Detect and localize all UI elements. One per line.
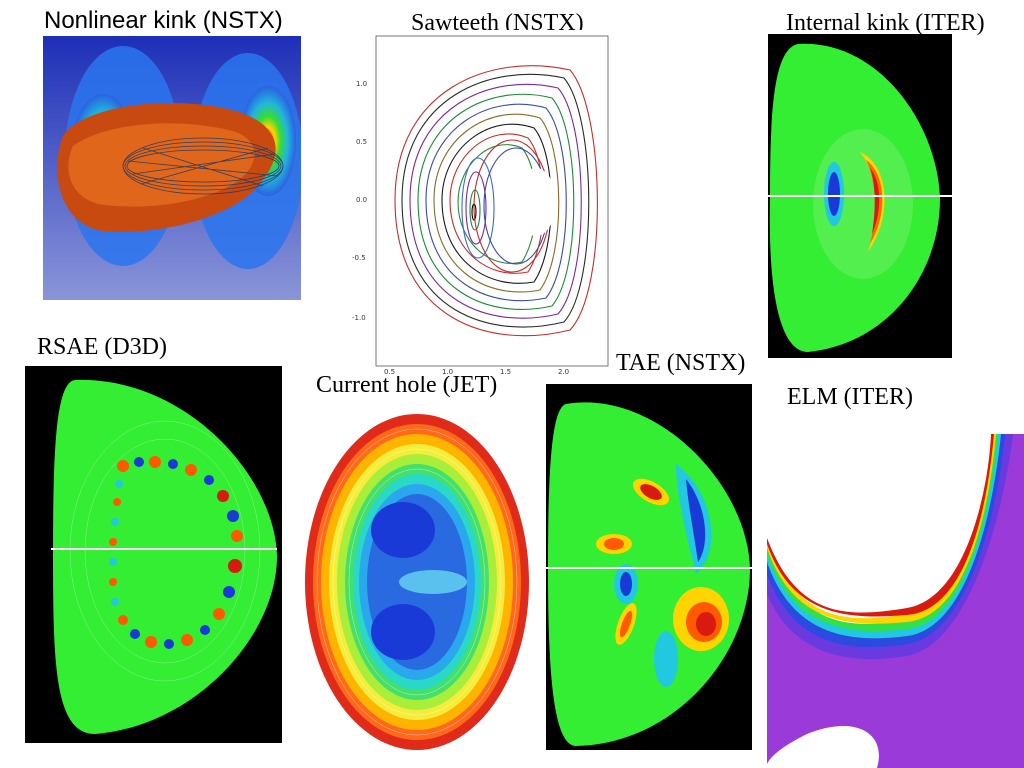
sawteeth-x-ticks: 0.5 1.0 1.5 2.0	[384, 368, 569, 376]
sawteeth-y-tick: -0.5	[352, 254, 366, 262]
caption-internal-kink: Internal kink (ITER)	[786, 10, 985, 36]
current-hole-image	[303, 412, 531, 752]
sawteeth-x-tick: 1.0	[442, 368, 453, 376]
sawteeth-y-tick: 0.0	[356, 196, 367, 204]
sawteeth-y-ticks: 1.0 0.5 0.0 -0.5 -1.0	[352, 80, 367, 322]
sawteeth-y-tick: 0.5	[356, 138, 367, 146]
caption-current-hole: Current hole (JET)	[316, 372, 498, 398]
sawteeth-x-tick: 1.5	[500, 368, 511, 376]
sawteeth-y-tick: -1.0	[352, 314, 366, 322]
sawteeth-x-tick: 2.0	[558, 368, 569, 376]
sawteeth-x-tick: 0.5	[384, 368, 395, 376]
rsae-image	[25, 366, 282, 743]
tae-image	[546, 384, 752, 750]
caption-nonlinear-kink: Nonlinear kink (NSTX)	[44, 7, 283, 34]
nonlinear-kink-image	[43, 36, 301, 300]
caption-tae: TAE (NSTX)	[616, 350, 746, 376]
caption-elm: ELM (ITER)	[787, 384, 913, 410]
sawteeth-plot: 1.0 0.5 0.0 -0.5 -1.0 0.5 1.0 1.5 2.0	[350, 30, 610, 376]
elm-image	[767, 434, 1024, 768]
caption-rsae: RSAE (D3D)	[37, 334, 167, 360]
sawteeth-y-tick: 1.0	[356, 80, 367, 88]
internal-kink-image	[768, 34, 952, 358]
